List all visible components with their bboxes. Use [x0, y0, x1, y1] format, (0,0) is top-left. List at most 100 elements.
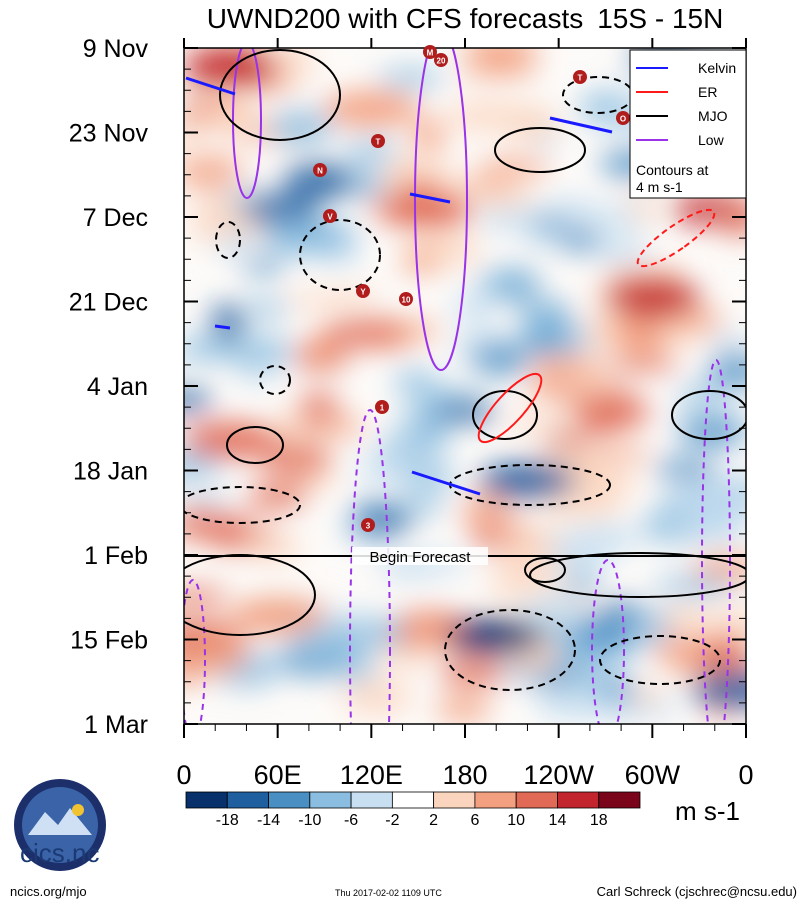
- field-cell: [241, 257, 286, 276]
- storm-marker: [399, 292, 413, 306]
- x-tick-label: 0: [738, 760, 753, 790]
- storm-marker: [434, 53, 448, 67]
- field-feature: [479, 462, 576, 499]
- footer-timestamp: Thu 2017-02-02 1109 UTC: [335, 888, 442, 898]
- field-cell: [476, 269, 535, 298]
- mjo-contour-negative: [444, 609, 576, 691]
- colorbar-swatch: [433, 791, 476, 809]
- field-cell: [561, 372, 618, 399]
- field-cell: [697, 610, 746, 639]
- y-tick-label: 9 Nov: [83, 35, 149, 63]
- field-cell: [393, 368, 438, 397]
- field-cell: [504, 107, 560, 142]
- storm-marker-label: T: [578, 74, 583, 83]
- low-contour: [414, 48, 468, 371]
- storm-marker-label: Y: [360, 288, 366, 297]
- y-tick-label: 15 Feb: [70, 627, 148, 655]
- field-cell: [184, 154, 244, 191]
- x-tick-label: 60W: [625, 760, 681, 790]
- mjo-contour-negative: [215, 221, 241, 259]
- mjo-contour: [472, 390, 538, 440]
- field-feature: [260, 219, 357, 256]
- x-axis: 0 60E 120E 180 120W 60W 0: [176, 38, 754, 790]
- field-cell: [380, 451, 432, 471]
- field-cell: [435, 694, 492, 723]
- colorbar-label: 6: [470, 812, 479, 829]
- field-feature: [448, 618, 545, 655]
- colorbar-swatch: [185, 791, 228, 809]
- storm-marker-label: O: [620, 115, 626, 124]
- field-cell: [706, 352, 746, 389]
- field-feature: [184, 422, 279, 459]
- y-tick-label: 1 Feb: [84, 542, 148, 570]
- field-cell: [184, 587, 229, 607]
- field-cell: [458, 62, 540, 79]
- kelvin-contour: [214, 324, 231, 330]
- storm-marker-label: 3: [366, 522, 371, 531]
- field-cell: [403, 250, 440, 275]
- colorbar-label: -2: [385, 812, 399, 829]
- storm-marker-label: N: [317, 167, 323, 176]
- legend-label: Low: [698, 132, 725, 148]
- er-contour: [477, 372, 543, 444]
- cics-logo: [14, 779, 106, 871]
- colorbar-label: -18: [216, 812, 239, 829]
- field-cell: [297, 391, 340, 428]
- mjo-contour: [524, 557, 566, 583]
- colorbar-swatch: [309, 791, 352, 809]
- field-cell: [412, 116, 446, 155]
- storm-marker-label: M: [427, 49, 434, 58]
- storm-marker: [361, 518, 375, 532]
- legend-label: Kelvin: [698, 60, 736, 76]
- colorbar-swatch: [391, 791, 435, 809]
- field-cell: [387, 614, 458, 653]
- colorbar-swatch: [350, 791, 393, 809]
- storm-marker-label: V: [327, 213, 333, 222]
- field-cell: [246, 481, 308, 511]
- y-tick-label: 4 Jan: [87, 373, 148, 401]
- field-cell: [343, 139, 398, 163]
- field-cell: [337, 657, 377, 684]
- mjo-contour: [219, 49, 341, 141]
- field-cell: [396, 496, 446, 516]
- colorbar-swatch: [474, 791, 517, 809]
- field-cell: [485, 572, 549, 598]
- field-cell: [676, 509, 746, 543]
- contour-note: Contours at: [636, 162, 708, 178]
- field-cell: [243, 534, 303, 562]
- x-tick-label: 0: [176, 760, 191, 790]
- field-cell: [505, 415, 590, 433]
- field-cell: [240, 192, 321, 226]
- field-cell: [613, 400, 653, 423]
- x-tick-label: 180: [442, 760, 487, 790]
- legend-label: MJO: [698, 108, 728, 124]
- storm-marker: [573, 70, 587, 84]
- kelvin-contour: [409, 192, 451, 204]
- field-cell: [328, 289, 381, 306]
- field-cell: [544, 531, 612, 567]
- x-tick-label: 60E: [254, 760, 302, 790]
- field-cell: [347, 170, 388, 199]
- field-cell: [471, 182, 534, 209]
- kelvin-contour: [549, 116, 613, 134]
- field-cell: [570, 614, 632, 650]
- mjo-contour: [529, 552, 746, 598]
- y-tick-label: 21 Dec: [69, 289, 148, 317]
- mjo-contour-negative: [259, 365, 291, 395]
- field-cell: [413, 425, 453, 444]
- colorbar-label: -14: [257, 812, 280, 829]
- storm-marker: [616, 111, 630, 125]
- forecast-label: Begin Forecast: [370, 549, 472, 566]
- footer-url[interactable]: ncics.org/mjo: [10, 884, 87, 899]
- field-cell: [670, 477, 746, 514]
- storm-marker: [375, 400, 389, 414]
- field-cell: [585, 234, 650, 264]
- field-cell: [693, 643, 746, 674]
- field-cell: [222, 336, 295, 369]
- field-cell: [435, 401, 498, 424]
- field-cell: [184, 388, 213, 414]
- mjo-contour-negative: [184, 486, 301, 524]
- kelvin-contour: [411, 470, 481, 496]
- field-cell: [708, 332, 746, 351]
- colorbar-swatch: [598, 791, 641, 809]
